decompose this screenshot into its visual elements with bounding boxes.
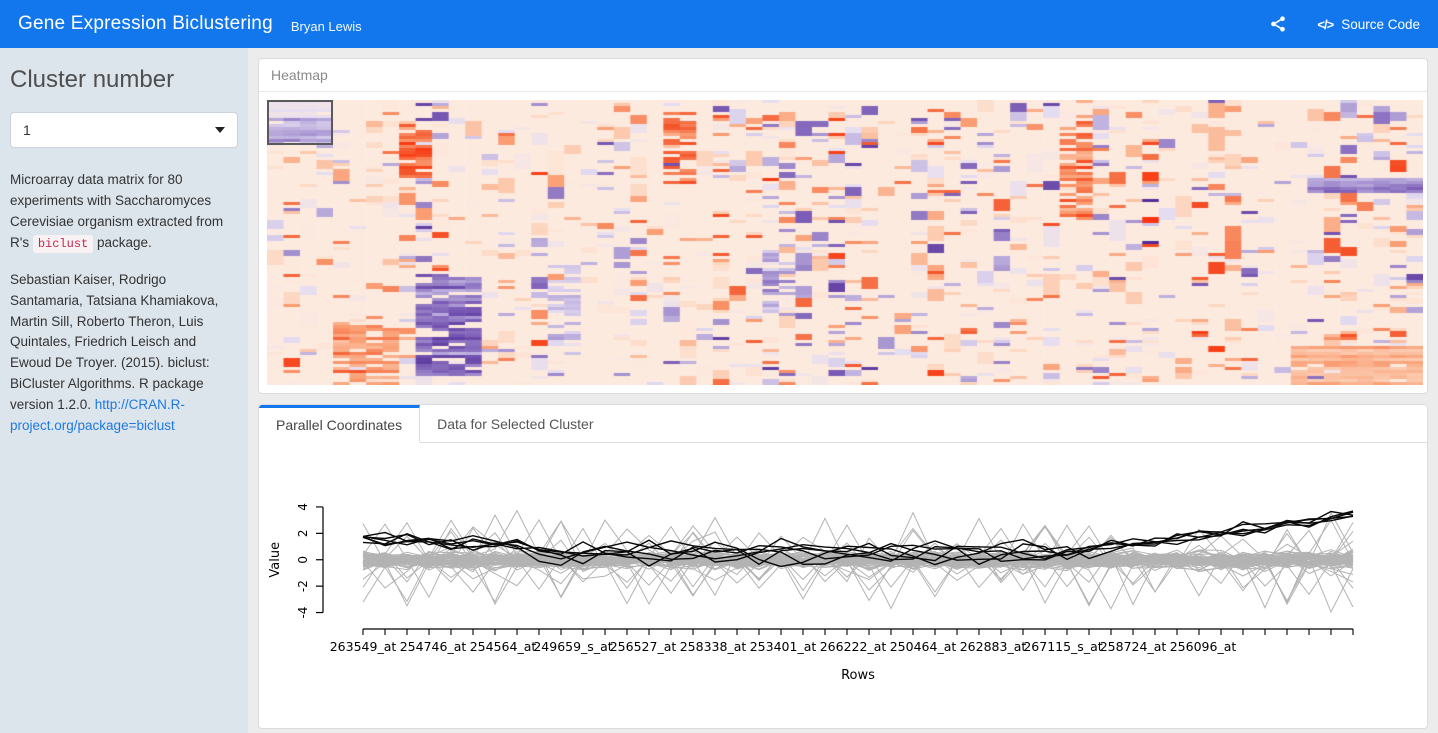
cluster-select[interactable]: 1 <box>10 112 238 148</box>
cluster-select-value: 1 <box>23 122 31 138</box>
heatmap-plot[interactable] <box>267 100 1423 385</box>
cluster-series-line <box>362 515 1354 566</box>
tab-bar: Parallel Coordinates Data for Selected C… <box>259 405 1427 443</box>
background-series-line <box>362 517 1354 602</box>
x-tick-label: 262883_at <box>960 639 1027 654</box>
dataset-description: Microarray data matrix for 80 experiment… <box>10 170 238 254</box>
y-tick-label: 0 <box>296 556 310 564</box>
sidebar: Cluster number 1 Microarray data matrix … <box>0 48 248 733</box>
biclust-inline-code: biclust <box>32 234 94 253</box>
app-header: Gene Expression Biclustering Bryan Lewis… <box>0 0 1438 48</box>
heatmap-card-title: Heatmap <box>259 59 1427 92</box>
citation-text: Sebastian Kaiser, Rodrigo Santamaria, Ta… <box>10 271 219 413</box>
cluster-series-line <box>362 511 1354 566</box>
tab-data-for-selected-cluster[interactable]: Data for Selected Cluster <box>437 415 594 432</box>
y-tick-label: -4 <box>296 607 310 619</box>
tab-parallel-coordinates[interactable]: Parallel Coordinates <box>259 405 421 443</box>
page-title: Gene Expression Biclustering <box>18 13 273 34</box>
description-text-before: Microarray data matrix for 80 experiment… <box>10 172 224 250</box>
x-tick-label: 253401_at <box>750 639 817 654</box>
chevron-down-icon <box>215 127 225 133</box>
y-tick-label: -2 <box>296 580 310 592</box>
y-axis-title: Value <box>268 542 283 578</box>
cran-package-link[interactable]: http://CRAN.R-project.org/package=biclus… <box>10 397 185 434</box>
heatmap-card: Heatmap <box>258 58 1428 394</box>
x-tick-label: 266222_at <box>820 639 887 654</box>
x-tick-label: 249659_s_at <box>533 639 612 654</box>
x-tick-label: 267115_s_at <box>1023 639 1102 654</box>
background-series-line <box>362 552 1354 603</box>
cluster-series-line <box>362 510 1354 567</box>
x-tick-label: 258724_at <box>1100 639 1167 654</box>
y-tick-label: 4 <box>296 503 310 511</box>
cluster-number-heading: Cluster number <box>10 66 175 93</box>
heatmap-plot-area <box>259 92 1427 393</box>
background-series-line <box>362 511 1354 569</box>
y-tick-label: 2 <box>296 530 310 538</box>
x-tick-label: 250464_at <box>890 639 957 654</box>
main-content: Heatmap Parallel Coordinates Data for Se… <box>248 48 1438 733</box>
share-icon[interactable] <box>1269 15 1287 33</box>
source-code-link[interactable]: </> Source Code <box>1317 17 1420 32</box>
parallel-coordinates-area: -4 -2 0 2 4 Value 263549_at 254746_at 254564_at 2… <box>259 443 1427 714</box>
x-tick-label: 258338_at <box>680 639 747 654</box>
header-actions: </> Source Code <box>1269 15 1420 33</box>
x-tick-label: 263549_at <box>330 639 397 654</box>
page-author: Bryan Lewis <box>290 19 362 34</box>
description-text-after: package. <box>93 234 152 250</box>
code-icon: </> <box>1317 16 1334 32</box>
x-tick-label: 256527_at <box>610 639 677 654</box>
x-tick-label: 256096_at <box>1170 639 1237 654</box>
x-tick-label: 254564_at <box>470 639 537 654</box>
heatmap-brush-rect[interactable] <box>267 100 334 145</box>
cluster-detail-card: Parallel Coordinates Data for Selected C… <box>258 404 1428 729</box>
citation: Sebastian Kaiser, Rodrigo Santamaria, Ta… <box>10 270 238 437</box>
source-code-label: Source Code <box>1341 16 1420 32</box>
x-tick-label: 254746_at <box>400 639 467 654</box>
x-axis-title: Rows <box>841 668 875 683</box>
